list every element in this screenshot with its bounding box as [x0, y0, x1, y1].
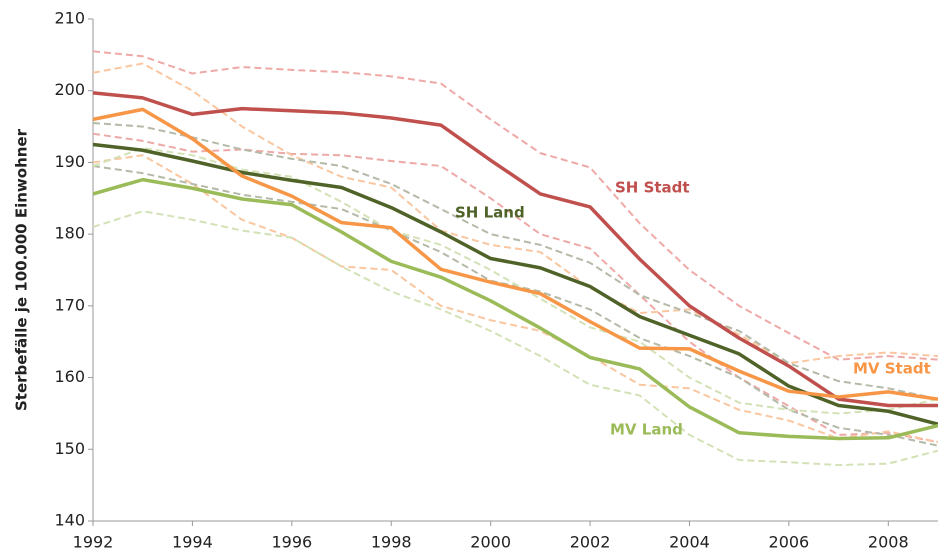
y-tick-label: 170	[54, 295, 85, 314]
y-tick-label: 140	[54, 511, 85, 530]
reference-line	[92, 154, 938, 444]
y-tick-label: 160	[54, 367, 85, 386]
series-line	[92, 91, 938, 408]
x-tick-label: 2006	[769, 533, 810, 552]
x-tick-label: 2002	[570, 533, 611, 552]
reference-line	[92, 50, 938, 361]
series-label: MV Stadt	[853, 360, 931, 378]
series-label: SH Stadt	[615, 179, 690, 197]
x-tick-label: 1996	[271, 533, 312, 552]
series-line	[92, 177, 938, 441]
series-line	[92, 107, 938, 401]
x-tick-label: 1992	[73, 533, 114, 552]
y-tick-label: 200	[54, 80, 85, 99]
reference-line	[92, 132, 938, 444]
x-tick-label: 1994	[172, 533, 213, 552]
x-tick-label: 1998	[371, 533, 412, 552]
y-tick-label: 180	[54, 224, 85, 243]
y-axis-title: Sterbefälle je 100.000 Einwohner	[13, 128, 31, 411]
reference-line	[92, 210, 938, 467]
y-tick-label: 150	[54, 439, 85, 458]
series-label: SH Land	[455, 204, 525, 222]
reference-line	[92, 62, 938, 365]
reference-line	[92, 147, 938, 415]
x-tick-label: 2008	[868, 533, 909, 552]
reference-line	[92, 121, 938, 401]
y-tick-label: 210	[54, 9, 85, 28]
y-tick-label: 190	[54, 152, 85, 171]
x-tick-label: 2004	[669, 533, 710, 552]
x-tick-label: 2000	[470, 533, 511, 552]
series-label: MV Land	[610, 421, 683, 439]
